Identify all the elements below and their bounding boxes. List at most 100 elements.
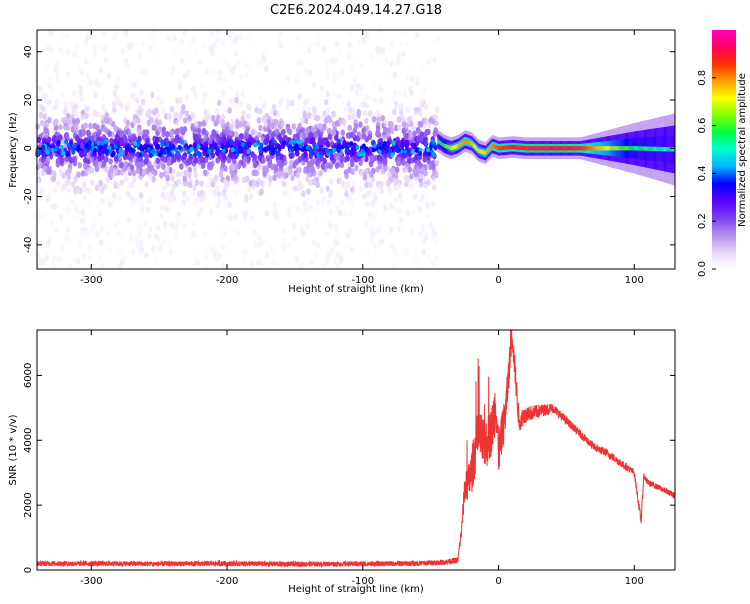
spectrogram-cell (78, 89, 84, 96)
spectrogram-cell (274, 128, 280, 135)
spectrogram-cell (420, 166, 426, 173)
spectrogram-cell (66, 118, 72, 126)
spectrogram-cell (64, 155, 69, 162)
spectrogram-cell (139, 144, 143, 150)
spectrogram-cell (402, 246, 407, 253)
spectrogram-cell (164, 206, 170, 213)
spectrogram-cell (335, 204, 341, 211)
spectrogram-cell (343, 253, 348, 260)
spectrogram-cell (48, 250, 53, 257)
spectrogram-cell (264, 137, 270, 144)
spectrogram-cell (92, 52, 98, 59)
spectrogram-cell (264, 167, 270, 174)
spectrogram-ridge-cell (482, 149, 484, 155)
spectrogram-cell (179, 163, 184, 170)
spectrogram-cell (81, 233, 87, 240)
spectrogram-cell (358, 62, 364, 69)
spectrogram-cell (361, 96, 366, 103)
spectrogram-cell (325, 91, 330, 98)
spectrogram-cell (389, 121, 394, 128)
spectrogram-cell (329, 57, 335, 65)
spectrogram-cell (325, 162, 331, 169)
spectrogram-ridge-cell (489, 145, 491, 151)
spectrogram-cell (420, 224, 426, 231)
spectrogram-cell (364, 258, 370, 265)
spectrogram-cell (372, 242, 377, 249)
spectrogram-cell (325, 72, 331, 80)
spectrogram-ridge-cell (560, 146, 562, 151)
spectrogram-ridge-cell (528, 146, 530, 151)
spectrogram-cell (315, 199, 321, 206)
spectrogram-ridge-cell (580, 146, 582, 151)
spectrogram-cell (368, 110, 373, 117)
spectrogram-cell (425, 163, 430, 170)
spectrogram-ridge-cell (536, 146, 538, 151)
spectrogram-cell (375, 45, 380, 52)
spectrogram-cell (56, 140, 61, 146)
spectrogram-cell (166, 114, 172, 121)
spectrogram-cell (182, 72, 188, 80)
spectrogram-ridge-cell (503, 145, 505, 150)
spectrogram-cell (334, 40, 340, 47)
spectrogram-cell (389, 45, 394, 53)
spectrogram-cell (184, 110, 189, 118)
spectrogram-cell (384, 149, 389, 154)
spectrogram-cell (64, 132, 69, 139)
spectrogram-cell (144, 180, 149, 188)
spectrogram-ridge-cell (564, 146, 566, 151)
spectrogram-cell (316, 156, 321, 163)
spectrogram-cell (334, 162, 340, 169)
spectrogram-cell (282, 190, 287, 197)
spectrogram-cell (85, 236, 90, 243)
spectrogram-cell (105, 176, 111, 183)
spectrogram-cell (410, 209, 415, 216)
spectrogram-cell (350, 113, 355, 121)
spectrogram-cell (131, 69, 136, 76)
spectrogram-cell (319, 155, 324, 162)
spectrogram-cell (351, 181, 356, 188)
spectrogram-cell (413, 109, 418, 116)
spectrogram-cell (66, 173, 71, 180)
spectrogram-cell (309, 148, 314, 154)
spectrogram-cell (301, 190, 306, 197)
spectrogram-cell (382, 228, 388, 235)
spectrogram-ridge-cell (573, 146, 575, 151)
spectrogram-cell (70, 199, 75, 206)
spectrogram-cell (135, 29, 140, 36)
spectrogram-cell (148, 226, 153, 233)
spectrogram-cell (129, 202, 134, 209)
spectrogram-cell (305, 223, 310, 230)
spectrogram-cell (366, 231, 371, 239)
spectrogram-cell (306, 188, 311, 195)
spectrogram-cell (380, 115, 385, 122)
spectrogram-cell (298, 139, 303, 145)
spectrogram-cell (410, 149, 415, 155)
spectrogram-cell (248, 180, 253, 187)
spectrogram-cell (180, 139, 185, 145)
spectrogram-cell (114, 155, 119, 162)
spectrogram-cell (348, 227, 353, 234)
spectrogram-cell (98, 66, 104, 74)
spectrogram-cell (225, 141, 230, 149)
spectrogram-cell (117, 218, 122, 225)
spectrogram-cell (422, 87, 428, 94)
spectrogram-ridge-cell (455, 144, 457, 149)
spectrogram-cell (294, 133, 300, 140)
spectrogram-ridge-cell (504, 145, 507, 150)
spectrogram-cell (64, 207, 69, 214)
spectrogram-cell (235, 152, 240, 158)
spectrogram-cell (170, 175, 175, 182)
spectrogram-cell (135, 167, 141, 174)
spectrogram-cell (220, 113, 225, 121)
spectrogram-cell (94, 78, 99, 85)
spectrogram-cell (427, 151, 432, 157)
spectrogram-cell (192, 166, 198, 173)
spectrogram-cell (361, 127, 366, 134)
spectrogram-cell (193, 252, 199, 259)
spectrogram-cell (417, 205, 422, 213)
spectrogram-cell (153, 27, 158, 35)
spectrogram-cell (163, 221, 168, 228)
spectrogram-ridge-cell (471, 141, 473, 146)
spectrogram-cell (426, 58, 431, 66)
